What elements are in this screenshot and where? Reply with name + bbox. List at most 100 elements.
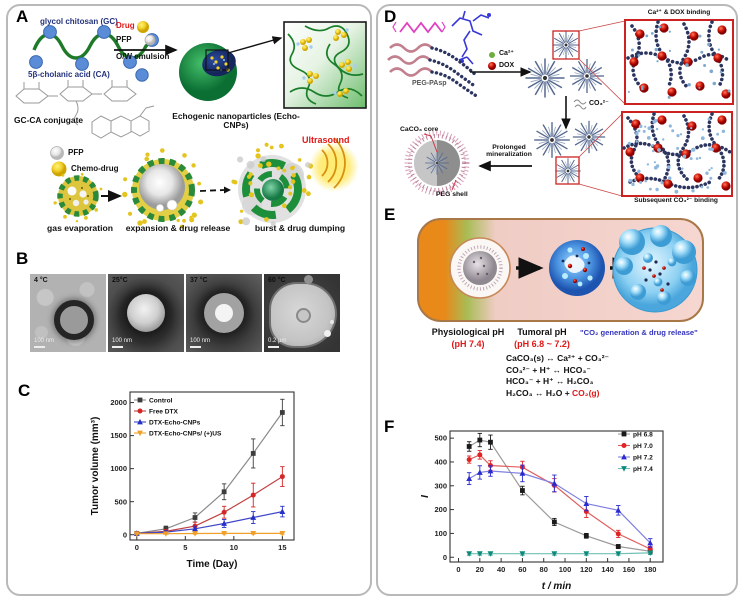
tem-60c-temp: 60 °C xyxy=(268,277,286,284)
svg-text:Free DTX: Free DTX xyxy=(149,408,179,415)
tem-25c-scalebar xyxy=(112,346,123,348)
tem-4c-temp: 4 °C xyxy=(34,277,48,284)
tem-60c-inner-ring xyxy=(296,308,311,323)
legend-chemodrug-label: Chemo-drug xyxy=(71,164,119,173)
tem-25c-temp: 25°C xyxy=(112,277,128,284)
svg-text:400: 400 xyxy=(434,458,447,467)
tem-60c-scale: 0.2 μm xyxy=(268,338,287,344)
svg-text:0: 0 xyxy=(456,565,460,574)
equation-3: HCO₃⁻ + H⁺ ↔ H₂CO₃ xyxy=(506,376,594,386)
svg-text:120: 120 xyxy=(580,565,593,574)
chemodrug-legend-icon xyxy=(51,161,67,177)
svg-text:40: 40 xyxy=(497,565,505,574)
equation-4-black: H₂CO₃ ↔ H₂O + xyxy=(506,387,573,398)
stage-arrow-2-head xyxy=(224,186,231,194)
pfp-label: PFP xyxy=(116,35,132,44)
caco3-core-label: CaCO₃ core xyxy=(400,126,439,133)
tumor-volume-chart: 0 5 10 15 0 500 1000 1500 2000 Control Free DTX DTX… xyxy=(90,391,295,570)
panelF-letter: F xyxy=(384,417,395,436)
peg-pasp-label: PEG-PAsp xyxy=(412,80,447,87)
tumoral-ph-value: (pH 6.8 ~ 7.2) xyxy=(514,339,570,349)
peg-pasp-structure xyxy=(392,10,491,65)
tem-37c-scale: 100 nm xyxy=(190,338,211,344)
dissolving-particle xyxy=(549,240,605,296)
tem-60c-dot1 xyxy=(324,330,331,337)
svg-text:pH 7.4: pH 7.4 xyxy=(633,466,653,473)
peg-shell-label: PEG shell xyxy=(436,191,468,198)
co2-generation-quote: "CO₂ generation & drug release" xyxy=(580,328,698,337)
physiological-ph-label: Physiological pH xyxy=(431,327,505,337)
tem-60c-dot3 xyxy=(304,275,313,284)
co3-label: CO₃²⁻ xyxy=(589,100,609,107)
svg-text:Control: Control xyxy=(149,397,173,404)
svg-text:1500: 1500 xyxy=(110,431,127,440)
ultrasound-waves-icon xyxy=(321,137,346,189)
svg-text:0: 0 xyxy=(443,553,447,562)
svg-text:2000: 2000 xyxy=(110,398,127,407)
equilibrium-equations: CaCO₃(s) ↔ Ca²⁺ + CO₃²⁻ CO₃²⁻ + H⁺ ↔ HCO… xyxy=(506,353,609,399)
echo-cnp-sphere xyxy=(179,36,283,101)
glycol-chitosan-label: glycol chitosan (GC) xyxy=(40,17,118,26)
tem-4c-scalebar xyxy=(34,346,45,348)
svg-text:500: 500 xyxy=(114,497,127,506)
echo-cnps-label: Echogenic nanoparticles (Echo-CNPs) xyxy=(172,111,300,130)
physiological-ph-value: (pH 7.4) xyxy=(451,339,485,349)
echo-cnp-inset xyxy=(283,21,367,109)
panelB-letter: B xyxy=(16,249,29,268)
co2-bubbling-particle xyxy=(612,225,698,313)
svg-text:pH 7.2: pH 7.2 xyxy=(633,454,653,461)
tem-60c-scalebar xyxy=(268,346,279,348)
tem-image-25c: 25°C 100 nm xyxy=(108,274,184,352)
drug-icon xyxy=(137,21,149,33)
ph-release-chart: 0 20 40 60 80 100 120 140 160 180 0 100 200 300 400 500… xyxy=(420,430,664,592)
intact-particle xyxy=(449,237,511,299)
gcca-conjugate-label: GC-CA conjugate xyxy=(14,115,84,125)
co3-scribble-icon xyxy=(573,99,587,110)
tem-37c-core xyxy=(215,304,233,322)
inset1-label: Ca²⁺ & DOX binding xyxy=(647,9,711,16)
calcium-label: Ca²⁺ xyxy=(499,50,514,57)
svg-text:100: 100 xyxy=(559,565,572,574)
panelD-letter: D xyxy=(384,7,397,26)
ow-emulsion-label: O/W emulsion xyxy=(116,52,170,61)
tem-4c-scale: 100 nm xyxy=(34,338,55,344)
legend-pfp-label: PFP xyxy=(68,148,84,157)
peg-pasp-chains xyxy=(387,43,480,99)
svg-text:80: 80 xyxy=(540,565,548,574)
svg-text:I: I xyxy=(420,495,431,498)
svg-text:500: 500 xyxy=(434,434,447,443)
svg-text:20: 20 xyxy=(476,565,484,574)
pfp-legend-icon xyxy=(50,146,64,160)
stage1-particle xyxy=(53,172,103,223)
svg-text:DTX-Echo-CNPs/ (+)US: DTX-Echo-CNPs/ (+)US xyxy=(149,430,222,437)
svg-text:Tumor volume (mm³): Tumor volume (mm³) xyxy=(90,417,101,516)
svg-text:10: 10 xyxy=(230,543,238,552)
tem-image-37c: 37 °C 100 nm xyxy=(186,274,262,352)
gcca-structure xyxy=(15,80,155,139)
stage2-label: expansion & drug release xyxy=(125,223,231,233)
equation-2: CO₃²⁻ + H⁺ ↔ HCO₃⁻ xyxy=(506,364,591,375)
inset2-label: Subsequent CO₃²⁻ binding xyxy=(634,197,718,204)
stage3-burst xyxy=(231,142,314,227)
svg-text:100: 100 xyxy=(434,529,447,538)
ultrasound-glow xyxy=(309,142,359,192)
svg-text:160: 160 xyxy=(623,565,636,574)
tem-25c-scale: 100 nm xyxy=(112,338,133,344)
stage2-particle xyxy=(122,148,204,229)
ca-dox-binding-inset xyxy=(624,19,734,105)
equation-4-red: CO₂(g) xyxy=(572,387,600,398)
tem-image-60c: 60 °C 0.2 μm xyxy=(264,274,340,352)
mineralization-label: Prolonged mineralization xyxy=(486,144,532,159)
panelA-letter: A xyxy=(16,7,29,26)
svg-text:Time (Day): Time (Day) xyxy=(187,559,238,570)
svg-text:60: 60 xyxy=(518,565,526,574)
tem-37c-scalebar xyxy=(190,346,201,348)
glycol-chitosan-polymer xyxy=(29,25,159,82)
tem-4c-particle xyxy=(54,300,94,340)
svg-text:1000: 1000 xyxy=(110,464,127,473)
cholanic-acid-label: 5β-cholanic acid (CA) xyxy=(28,70,110,79)
panelE-letter: E xyxy=(384,205,396,224)
tem-37c-temp: 37 °C xyxy=(190,277,208,284)
micelle-cluster-bottom xyxy=(533,113,623,197)
